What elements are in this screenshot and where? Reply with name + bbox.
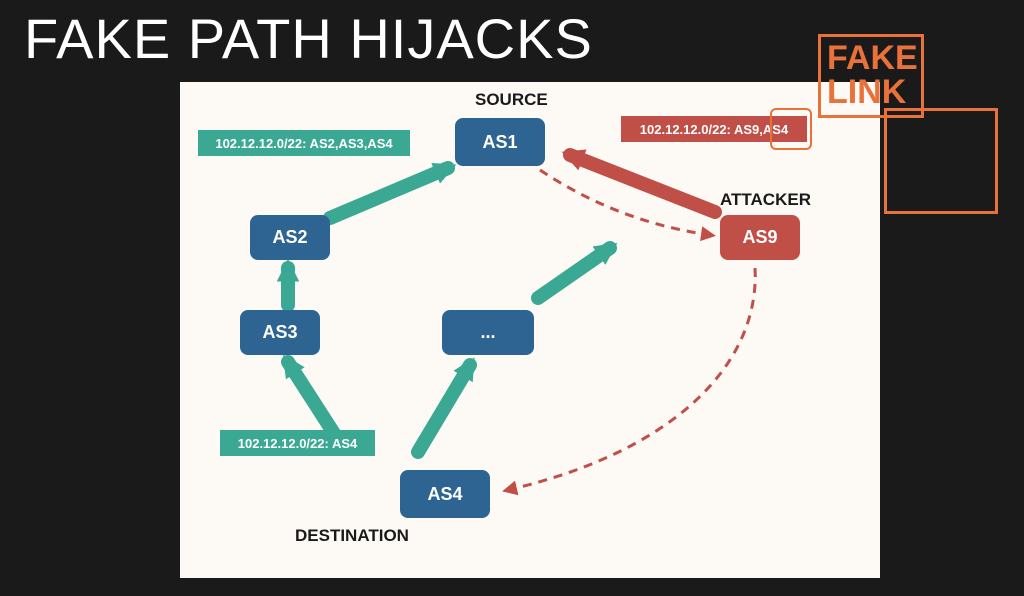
node-as4: AS4 [400,470,490,518]
label-source: SOURCE [475,90,548,110]
node-as9: AS9 [720,215,800,260]
route-teal-1: 102.12.12.0/22: AS2,AS3,AS4 [198,130,410,156]
node-as2: AS2 [250,215,330,260]
callout-true-origin: BUTTRUEORIGIN [884,108,998,214]
slide-title: FAKE PATH HIJACKS [24,6,593,71]
highlight-fake-link [770,108,812,150]
node-as1: AS1 [455,118,545,166]
callout-fake-link: FAKELINK [818,34,924,118]
node-as3: AS3 [240,310,320,355]
node-dots: ... [442,310,534,355]
label-destination: DESTINATION [295,526,409,546]
label-attacker: ATTACKER [720,190,811,210]
route-teal-2: 102.12.12.0/22: AS4 [220,430,375,456]
